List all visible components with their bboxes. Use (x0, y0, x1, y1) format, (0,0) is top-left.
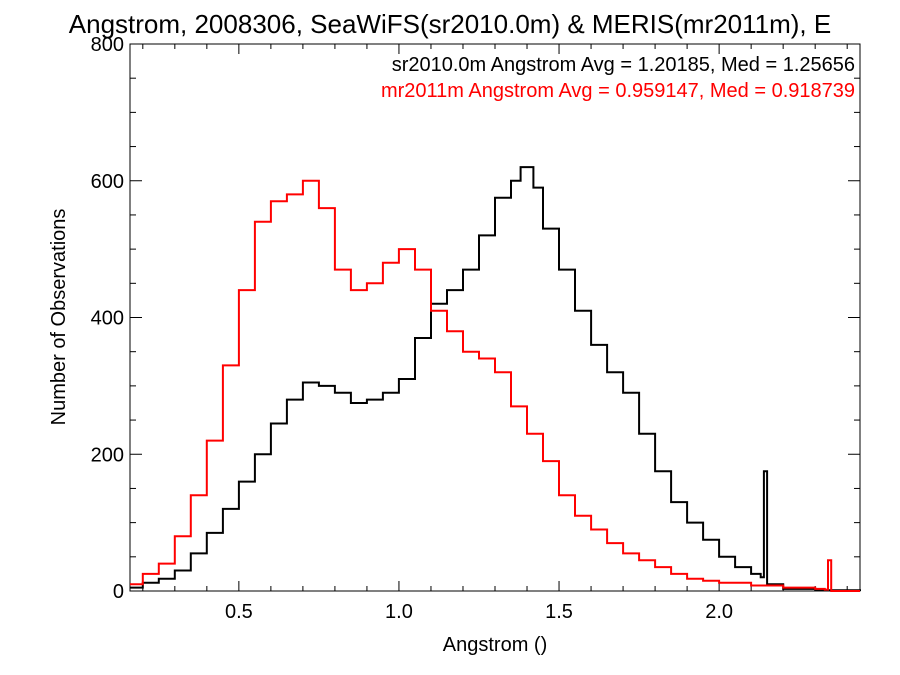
legend-entry-sr2010: sr2010.0m Angstrom Avg = 1.20185, Med = … (392, 54, 855, 76)
series-line-mr2011m (130, 179, 860, 592)
x-tick-label: 1.5 (545, 601, 573, 623)
series-layer (130, 166, 861, 592)
series-line-sr2010.0m (130, 166, 861, 592)
x-tick-label: 1.0 (385, 601, 413, 623)
x-axis-label: Angstrom () (443, 634, 547, 656)
y-tick-label: 400 (91, 308, 124, 330)
chart-title: Angstrom, 2008306, SeaWiFS(sr2010.0m) & … (69, 9, 831, 39)
y-tick-label: 0 (113, 581, 124, 603)
y-tick-label: 600 (91, 171, 124, 193)
y-axis-label: Number of Observations (48, 209, 70, 426)
y-axis-ticks: 0 200 400 600 800 (91, 34, 860, 603)
x-tick-label: 0.5 (225, 601, 253, 623)
y-tick-label: 200 (91, 444, 124, 466)
x-axis-ticks: 0.5 1.0 1.5 2.0 (142, 44, 848, 623)
y-tick-label: 800 (91, 34, 124, 56)
x-tick-label: 2.0 (705, 601, 733, 623)
legend-entry-mr2011: mr2011m Angstrom Avg = 0.959147, Med = 0… (381, 80, 855, 102)
